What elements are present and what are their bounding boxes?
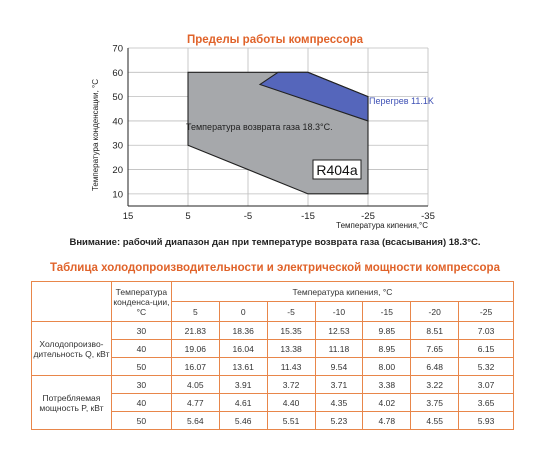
y-tick-label: 20 [112,165,123,176]
table-corner-cell [31,281,112,322]
value-cell: 4.78 [362,411,412,430]
y-tick-label: 60 [112,68,123,79]
table-row: 40 4.77 4.61 4.40 4.35 4.02 3.75 3.65 [32,393,514,412]
y-axis-label: Температура конденсации, °С [91,79,100,191]
value-cell: 19.06 [170,339,220,358]
series-label-return-gas: Температура возврата газа 18.3°С. [186,122,333,132]
group-label-capacity: Холодопроизво-дительность Q, кВт [31,321,112,376]
evap-temp-col: -20 [410,301,460,322]
refrigerant-label-box [312,159,362,180]
value-cell: 9.54 [314,357,364,376]
value-cell: 4.61 [218,393,268,412]
value-cell: 18.36 [218,321,268,340]
refrigerant-label: R404a [316,162,357,178]
cond-temp-cell: 50 [110,357,172,376]
value-cell: 4.77 [170,393,220,412]
value-cell: 3.38 [362,375,412,394]
evap-temp-col: -25 [458,301,514,322]
superheat-area [258,71,369,122]
table-row: Холодопроизво-дительность Q, кВт 30 21.8… [31,321,514,376]
x-tick-label: 15 [123,211,134,222]
value-cell: 5.51 [266,411,316,430]
evap-temp-col: 0 [218,301,268,322]
cond-temp-cell: 40 [110,339,172,358]
cond-temp-cell: 30 [110,375,172,394]
chart-note: Внимание: рабочий диапазон дан при темпе… [69,237,481,248]
x-tick-label: -25 [361,211,375,222]
value-cell: 16.04 [218,339,268,358]
value-cell: 3.72 [266,375,316,394]
value-cell: 4.05 [170,375,220,394]
x-tick-label: 5 [185,211,190,222]
y-tick-label: 10 [112,189,123,200]
cond-temp-cell: 50 [110,411,172,430]
value-cell: 4.35 [314,393,364,412]
value-cell: 21.83 [170,321,220,340]
value-cell: 5.93 [458,411,514,430]
table-row: Потребляемая мощность P, кВт 30 4.05 3.9… [31,375,514,430]
table-row: 50 5.64 5.46 5.51 5.23 4.78 4.55 5.93 [32,411,514,430]
value-cell: 16.07 [170,357,220,376]
value-cell: 3.71 [314,375,364,394]
value-cell: 4.02 [362,393,412,412]
value-cell: 15.35 [266,321,316,340]
y-tick-label: 70 [112,44,123,55]
x-tick-label: -35 [421,211,435,222]
value-cell: 3.07 [458,375,514,394]
value-cell: 8.51 [410,321,460,340]
chart-title: Пределы работы компрессора [186,34,364,46]
value-cell: 3.22 [410,375,460,394]
evap-temp-col: -5 [266,301,316,322]
value-cell: 7.65 [410,339,460,358]
evap-temp-col: -10 [314,301,364,322]
evap-temp-col: -15 [362,301,412,322]
evap-temp-header: Температура кипения, °С [170,281,515,302]
value-cell: 4.55 [410,411,460,430]
y-tick-label: 50 [112,92,123,103]
group-label-power: Потребляемая мощность P, кВт [31,375,112,430]
value-cell: 6.48 [410,357,460,376]
performance-table: Температура конденса-ции, °С Температура… [31,281,515,430]
table-title: Таблица холодопроизводительности и элект… [50,262,500,274]
value-cell: 13.61 [218,357,268,376]
value-cell: 11.18 [314,339,364,358]
value-cell: 13.38 [266,339,316,358]
series-label-superheat: Перегрев 11.1K [369,96,434,106]
table-row: 50 16.07 13.61 11.43 9.54 8.00 6.48 5.32 [32,357,514,376]
value-cell: 8.00 [362,357,412,376]
cond-temp-cell: 40 [110,393,172,412]
value-cell: 5.64 [170,411,220,430]
value-cell: 7.03 [458,321,514,340]
y-tick-label: 30 [112,141,123,152]
cond-temp-cell: 30 [110,321,172,340]
value-cell: 5.46 [218,411,268,430]
x-axis-label: Температура кипения,°С [336,221,428,230]
y-tick-label: 40 [112,116,123,127]
value-cell: 6.15 [458,339,514,358]
x-tick-label: -5 [244,211,252,222]
value-cell: 11.43 [266,357,316,376]
value-cell: 8.95 [362,339,412,358]
x-tick-label: -15 [301,211,315,222]
value-cell: 12.53 [314,321,364,340]
value-cell: 5.32 [458,357,514,376]
value-cell: 3.65 [458,393,514,412]
value-cell: 3.75 [410,393,460,412]
value-cell: 9.85 [362,321,412,340]
value-cell: 3.91 [218,375,268,394]
evap-temp-col: 5 [170,301,220,322]
cond-temp-header: Температура конденса-ции, °С [110,281,172,322]
value-cell: 5.23 [314,411,364,430]
value-cell: 4.40 [266,393,316,412]
